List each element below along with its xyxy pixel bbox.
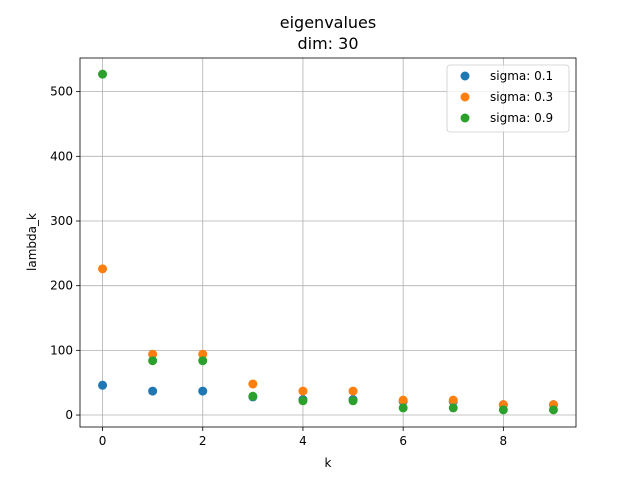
data-points (98, 69, 558, 415)
chart-subtitle: dim: 30 (297, 34, 358, 53)
data-point (198, 349, 208, 359)
legend-marker (460, 92, 470, 102)
x-axis-ticks: 0 2 4 6 8 (99, 427, 507, 448)
y-axis-label: lambda_k (25, 213, 39, 271)
data-point (98, 69, 108, 79)
data-point (148, 349, 158, 359)
x-tick-label: 4 (299, 434, 307, 448)
y-tick-label: 0 (65, 408, 73, 422)
data-point (348, 386, 358, 396)
data-point (298, 386, 308, 396)
data-point (348, 396, 358, 406)
data-point (448, 395, 458, 405)
chart-title: eigenvalues (280, 13, 376, 32)
data-point (98, 264, 108, 274)
x-tick-label: 8 (500, 434, 508, 448)
legend-marker (460, 71, 470, 81)
data-point (248, 379, 258, 389)
series-3 (98, 69, 558, 415)
plot-frame (79, 57, 577, 428)
y-tick-label: 300 (50, 214, 73, 228)
x-tick-label: 0 (99, 434, 107, 448)
legend-label: sigma: 0.1 (490, 69, 553, 83)
y-tick-label: 400 (50, 149, 73, 163)
data-point (198, 386, 208, 396)
data-point (448, 403, 458, 413)
x-tick-label: 6 (399, 434, 407, 448)
data-point (198, 356, 208, 366)
data-point (398, 403, 408, 413)
data-point (298, 396, 308, 406)
legend-box (446, 64, 570, 133)
y-tick-label: 100 (50, 343, 73, 357)
legend: sigma: 0.1 sigma: 0.3 sigma: 0.9 (446, 64, 570, 133)
data-point (148, 386, 158, 396)
data-point (398, 395, 408, 405)
data-point (98, 380, 108, 390)
data-point (148, 356, 158, 366)
x-tick-label: 2 (199, 434, 207, 448)
legend-label: sigma: 0.9 (490, 111, 553, 125)
legend-label: sigma: 0.3 (490, 90, 553, 104)
data-point (498, 405, 508, 415)
y-tick-label: 500 (50, 85, 73, 99)
data-point (548, 405, 558, 415)
data-point (248, 391, 258, 401)
legend-marker (460, 113, 470, 123)
x-axis-label: k (325, 456, 332, 470)
y-tick-label: 200 (50, 279, 73, 293)
y-axis-ticks: 0 100 200 300 400 500 (50, 85, 80, 422)
